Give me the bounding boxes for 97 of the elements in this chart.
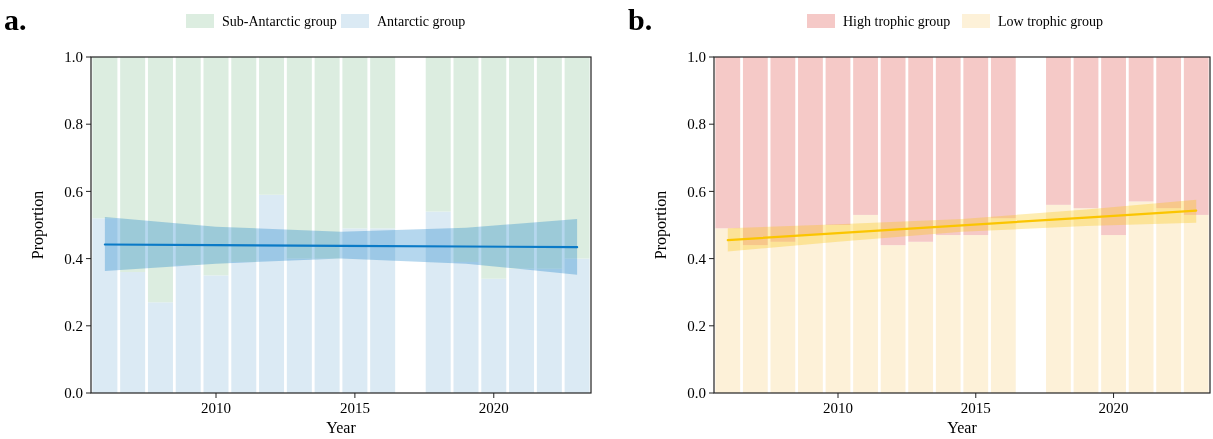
x-tick-label: 2010: [201, 400, 231, 416]
x-axis-title: Year: [947, 419, 978, 436]
x-tick-label: 2010: [823, 400, 853, 416]
bar: [1073, 208, 1099, 393]
bar: [564, 258, 590, 393]
bar: [509, 268, 535, 393]
y-tick-label: 0.0: [64, 385, 83, 402]
bar: [935, 235, 961, 393]
bar: [314, 57, 340, 259]
x-axis-title: Year: [326, 419, 357, 436]
bar: [231, 261, 257, 393]
bar: [92, 218, 118, 393]
bar: [1073, 57, 1099, 209]
bar: [481, 57, 507, 279]
bar: [370, 228, 396, 393]
legend-label: Low trophic group: [998, 14, 1103, 29]
bar: [1183, 57, 1209, 215]
legend-label: Sub-Antarctic group: [222, 14, 337, 29]
bar: [536, 268, 562, 393]
bar: [536, 57, 562, 269]
y-tick-label: 0.0: [687, 385, 706, 402]
bar: [425, 211, 451, 393]
x-tick-label: 2015: [960, 400, 991, 416]
y-tick-label: 1.0: [687, 49, 706, 66]
y-tick-label: 0.2: [64, 318, 83, 335]
bar: [770, 241, 796, 393]
bar: [342, 228, 368, 393]
bar: [259, 57, 285, 195]
bar: [990, 218, 1016, 393]
bar: [259, 194, 285, 393]
bar: [453, 261, 479, 393]
bar: [742, 245, 768, 393]
y-axis-title: Proportion: [652, 190, 670, 260]
bar: [853, 214, 878, 393]
chart-title: b.: [628, 3, 653, 36]
bar: [825, 225, 851, 393]
bar: [742, 57, 768, 246]
x-tick-label: 2020: [1098, 400, 1129, 416]
legend-label: Antarctic group: [377, 14, 466, 29]
bar: [175, 265, 201, 393]
y-tick-label: 0.8: [687, 116, 706, 133]
y-tick-label: 0.6: [64, 183, 84, 200]
bar: [825, 57, 851, 225]
bar: [963, 235, 989, 393]
bar: [120, 57, 146, 273]
bar: [880, 57, 906, 246]
chart-title: a.: [4, 3, 27, 36]
y-tick-label: 0.6: [687, 183, 707, 200]
bar: [935, 57, 961, 236]
bar: [147, 57, 173, 303]
bar: [1101, 235, 1126, 393]
bar: [880, 245, 906, 393]
y-axis-title: Proportion: [29, 190, 47, 260]
bar: [175, 57, 201, 266]
bar: [798, 235, 823, 393]
bar: [1156, 208, 1182, 393]
bar: [963, 57, 989, 236]
bar: [1046, 57, 1071, 205]
bar: [798, 57, 823, 236]
line-series: [726, 209, 1198, 242]
y-tick-label: 0.4: [687, 250, 707, 267]
y-tick-label: 0.4: [64, 250, 84, 267]
bar: [120, 272, 146, 393]
bar: [314, 258, 340, 393]
bar: [453, 57, 479, 262]
bar: [715, 228, 741, 393]
bar: [92, 57, 118, 219]
bar: [1156, 57, 1182, 209]
bar: [770, 57, 796, 242]
bar: [1101, 57, 1126, 236]
bar: [908, 241, 934, 393]
x-tick-label: 2015: [339, 400, 370, 416]
y-tick-label: 0.8: [64, 116, 83, 133]
bar: [1183, 214, 1209, 393]
bar: [231, 57, 257, 262]
bar: [1046, 204, 1071, 393]
bar: [425, 57, 451, 212]
bar: [147, 302, 173, 393]
y-tick-label: 1.0: [64, 49, 83, 66]
bar: [286, 57, 312, 259]
bar: [203, 57, 229, 276]
bar: [370, 57, 396, 229]
x-tick-label: 2020: [478, 400, 509, 416]
bar: [853, 57, 878, 215]
bar: [1128, 201, 1154, 393]
bar: [286, 258, 312, 393]
bar: [715, 57, 741, 229]
bar: [908, 57, 934, 242]
bar: [342, 57, 368, 229]
bar: [990, 57, 1016, 219]
y-tick-label: 0.2: [687, 318, 706, 335]
legend-label: High trophic group: [843, 14, 951, 29]
bar: [564, 57, 590, 259]
bar: [481, 278, 507, 393]
bar: [1128, 57, 1154, 202]
bar: [509, 57, 535, 269]
bar: [203, 275, 229, 393]
